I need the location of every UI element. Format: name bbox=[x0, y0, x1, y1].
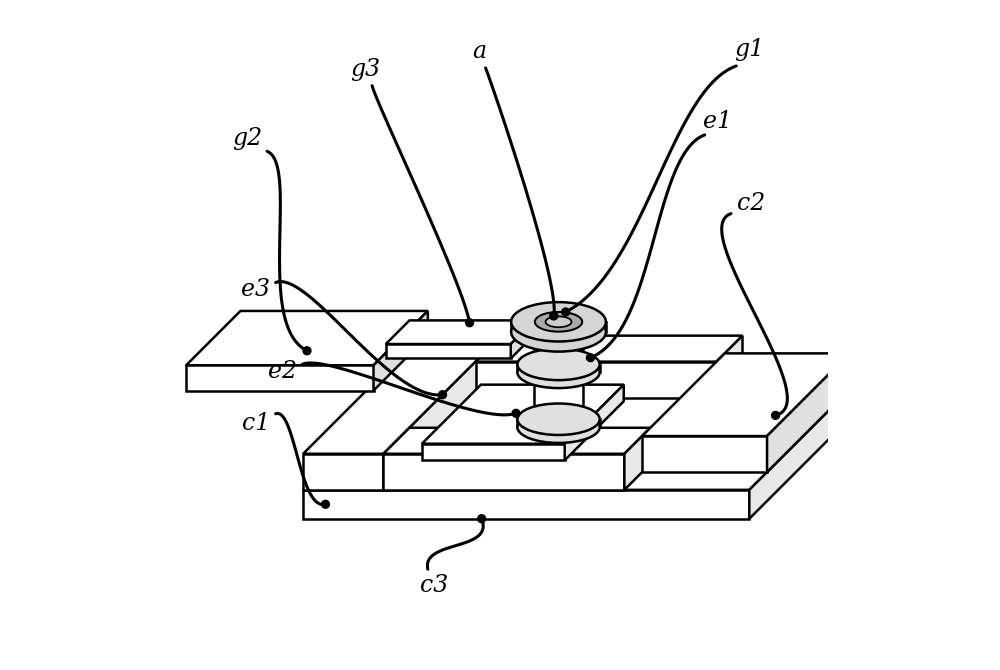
Ellipse shape bbox=[517, 411, 600, 443]
Polygon shape bbox=[303, 336, 502, 454]
Polygon shape bbox=[383, 336, 502, 490]
Ellipse shape bbox=[534, 421, 583, 441]
Polygon shape bbox=[383, 454, 624, 490]
Polygon shape bbox=[767, 353, 850, 472]
Polygon shape bbox=[517, 364, 600, 373]
Polygon shape bbox=[303, 490, 749, 519]
Ellipse shape bbox=[511, 312, 606, 352]
Polygon shape bbox=[534, 332, 583, 364]
Text: g1: g1 bbox=[734, 38, 764, 61]
Polygon shape bbox=[565, 385, 624, 460]
Circle shape bbox=[466, 319, 473, 327]
Ellipse shape bbox=[534, 409, 583, 429]
Polygon shape bbox=[511, 322, 606, 332]
Text: a: a bbox=[472, 40, 486, 63]
Ellipse shape bbox=[534, 417, 583, 437]
Text: g2: g2 bbox=[232, 127, 262, 149]
Ellipse shape bbox=[534, 354, 583, 375]
Polygon shape bbox=[186, 365, 374, 391]
Polygon shape bbox=[717, 336, 742, 398]
Circle shape bbox=[587, 354, 594, 362]
Ellipse shape bbox=[517, 403, 600, 435]
Ellipse shape bbox=[517, 348, 600, 380]
Circle shape bbox=[439, 391, 446, 399]
Polygon shape bbox=[534, 373, 583, 419]
Ellipse shape bbox=[534, 362, 583, 382]
Ellipse shape bbox=[511, 302, 606, 342]
Text: e2: e2 bbox=[268, 360, 297, 383]
Polygon shape bbox=[303, 372, 867, 490]
Polygon shape bbox=[517, 419, 600, 427]
Text: c3: c3 bbox=[420, 574, 449, 597]
Polygon shape bbox=[642, 353, 850, 436]
Text: e1: e1 bbox=[703, 111, 732, 133]
Polygon shape bbox=[624, 427, 650, 490]
Ellipse shape bbox=[535, 312, 582, 332]
Circle shape bbox=[303, 347, 311, 354]
Ellipse shape bbox=[517, 356, 600, 388]
Text: c1: c1 bbox=[242, 412, 270, 435]
Ellipse shape bbox=[534, 322, 583, 342]
Text: c2: c2 bbox=[737, 192, 765, 215]
Text: g3: g3 bbox=[350, 58, 381, 81]
Circle shape bbox=[478, 515, 486, 523]
Circle shape bbox=[322, 500, 329, 509]
Polygon shape bbox=[374, 311, 428, 391]
Circle shape bbox=[550, 312, 558, 320]
Polygon shape bbox=[422, 444, 565, 460]
Polygon shape bbox=[476, 336, 742, 362]
Polygon shape bbox=[511, 320, 534, 358]
Circle shape bbox=[772, 411, 780, 419]
Polygon shape bbox=[476, 362, 717, 398]
Polygon shape bbox=[422, 385, 624, 444]
Polygon shape bbox=[186, 311, 428, 365]
Polygon shape bbox=[303, 454, 383, 490]
Polygon shape bbox=[534, 427, 583, 431]
Circle shape bbox=[512, 409, 520, 417]
Polygon shape bbox=[642, 436, 767, 472]
Polygon shape bbox=[386, 344, 511, 358]
Polygon shape bbox=[383, 427, 650, 454]
Text: e3: e3 bbox=[241, 277, 270, 301]
Ellipse shape bbox=[545, 316, 572, 327]
Polygon shape bbox=[386, 320, 534, 344]
Circle shape bbox=[562, 308, 570, 316]
Polygon shape bbox=[749, 372, 867, 519]
